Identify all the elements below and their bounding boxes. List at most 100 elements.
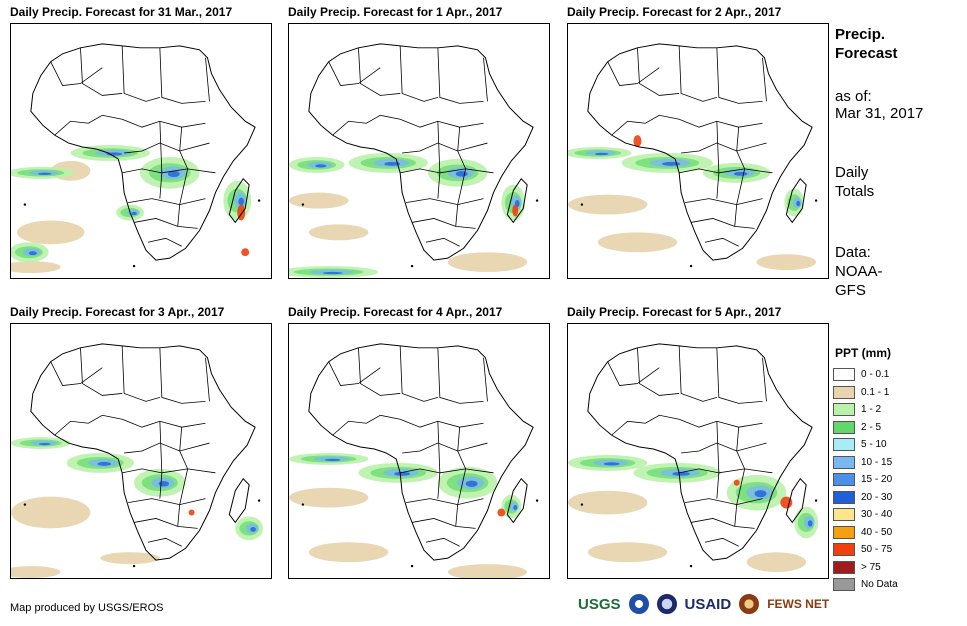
legend-swatch — [833, 525, 855, 539]
country-border — [455, 427, 467, 527]
country-border — [205, 357, 210, 402]
country-border — [177, 427, 189, 527]
legend-label: 1 - 2 — [861, 404, 882, 416]
precip-area — [733, 479, 740, 486]
country-border — [607, 361, 660, 386]
country-border — [762, 357, 767, 402]
island-dot — [410, 264, 414, 268]
country-border — [681, 142, 767, 154]
country-border — [133, 518, 198, 529]
country-border — [734, 427, 746, 527]
country-border — [177, 127, 189, 227]
country-border — [437, 121, 441, 199]
legend-label: 5 - 10 — [861, 439, 887, 451]
precip-map — [567, 323, 829, 579]
country-border — [332, 114, 401, 136]
precip-area — [733, 171, 748, 176]
country-border — [50, 361, 103, 386]
island-dot — [689, 264, 693, 268]
country-border — [685, 198, 763, 205]
africa-outline — [30, 43, 256, 261]
country-border — [332, 414, 401, 436]
sidebar-title-line2: Forecast — [835, 45, 898, 62]
country-border — [328, 61, 381, 86]
precip-area — [37, 172, 52, 176]
country-border — [399, 118, 484, 128]
island-dot — [410, 564, 414, 568]
country-border — [483, 357, 488, 402]
precip-area — [167, 170, 180, 177]
madagascar-outline — [785, 178, 807, 224]
precip-area — [241, 248, 250, 257]
forecast-panel: Daily Precip. Forecast for 2 Apr., 2017 — [567, 5, 829, 280]
country-border — [637, 347, 680, 396]
precip-area — [780, 496, 793, 509]
country-border — [358, 47, 401, 96]
country-border — [205, 57, 210, 102]
precip-area — [289, 192, 349, 209]
precip-area — [308, 542, 389, 563]
country-border — [411, 218, 476, 229]
country-border — [437, 47, 484, 104]
country-border — [133, 218, 198, 229]
legend-label: No Data — [861, 579, 898, 591]
madagascar-outline — [785, 478, 807, 524]
usaid-logo: USAID — [684, 595, 732, 613]
precip-area — [497, 508, 506, 517]
africa-outline — [587, 43, 813, 261]
legend-swatch — [833, 490, 855, 504]
sidebar-title-line1: Precip. — [835, 26, 886, 43]
forecast-panel: Daily Precip. Forecast for 1 Apr., 2017 — [288, 5, 550, 280]
country-border — [734, 127, 746, 227]
country-border — [159, 347, 206, 404]
island-dot — [535, 499, 539, 502]
country-border — [704, 537, 739, 547]
daily-line1: Daily — [835, 164, 869, 181]
legend-item: 40 - 50 — [833, 524, 898, 542]
precip-area — [597, 232, 678, 253]
island-dot — [689, 564, 693, 568]
country-border — [399, 418, 484, 428]
precip-area — [672, 471, 690, 476]
island-dot — [23, 203, 27, 206]
panel-title: Daily Precip. Forecast for 2 Apr., 2017 — [567, 5, 782, 19]
precip-area — [16, 220, 85, 245]
legend-swatch — [833, 473, 855, 487]
country-border — [716, 47, 763, 104]
country-border — [411, 518, 476, 529]
island-dot — [814, 499, 818, 502]
panel-title: Daily Precip. Forecast for 1 Apr., 2017 — [288, 5, 503, 19]
precip-area — [633, 135, 642, 148]
africa-outline — [308, 43, 534, 261]
precip-area — [289, 487, 369, 508]
forecast-panel: Daily Precip. Forecast for 31 Mar., 2017 — [10, 5, 272, 280]
country-border — [455, 127, 467, 227]
noaa-seal-icon — [628, 594, 649, 614]
country-border — [425, 237, 460, 247]
legend-swatch — [833, 403, 855, 417]
country-border — [121, 45, 160, 102]
country-border — [50, 61, 103, 86]
country-border — [54, 414, 123, 436]
legend-swatch — [833, 438, 855, 452]
country-border — [80, 47, 123, 96]
panel-title: Daily Precip. Forecast for 5 Apr., 2017 — [567, 305, 782, 319]
legend-item: 20 - 30 — [833, 489, 898, 507]
legend-swatch — [833, 508, 855, 522]
precip-area — [568, 194, 648, 215]
country-border — [690, 518, 755, 529]
map-credit: Map produced by USGS/EROS — [10, 602, 164, 614]
island-dot — [535, 199, 539, 202]
precip-map — [10, 23, 272, 279]
legend-swatch — [833, 455, 855, 469]
africa-outline — [30, 343, 256, 561]
island-dot — [132, 564, 136, 568]
country-border — [147, 237, 182, 247]
country-border — [147, 537, 182, 547]
island-dot — [301, 503, 305, 506]
legend-label: 15 - 20 — [861, 474, 893, 486]
precip-map — [10, 323, 272, 579]
precip-map — [567, 23, 829, 279]
country-border — [399, 345, 438, 402]
country-border — [611, 414, 680, 436]
